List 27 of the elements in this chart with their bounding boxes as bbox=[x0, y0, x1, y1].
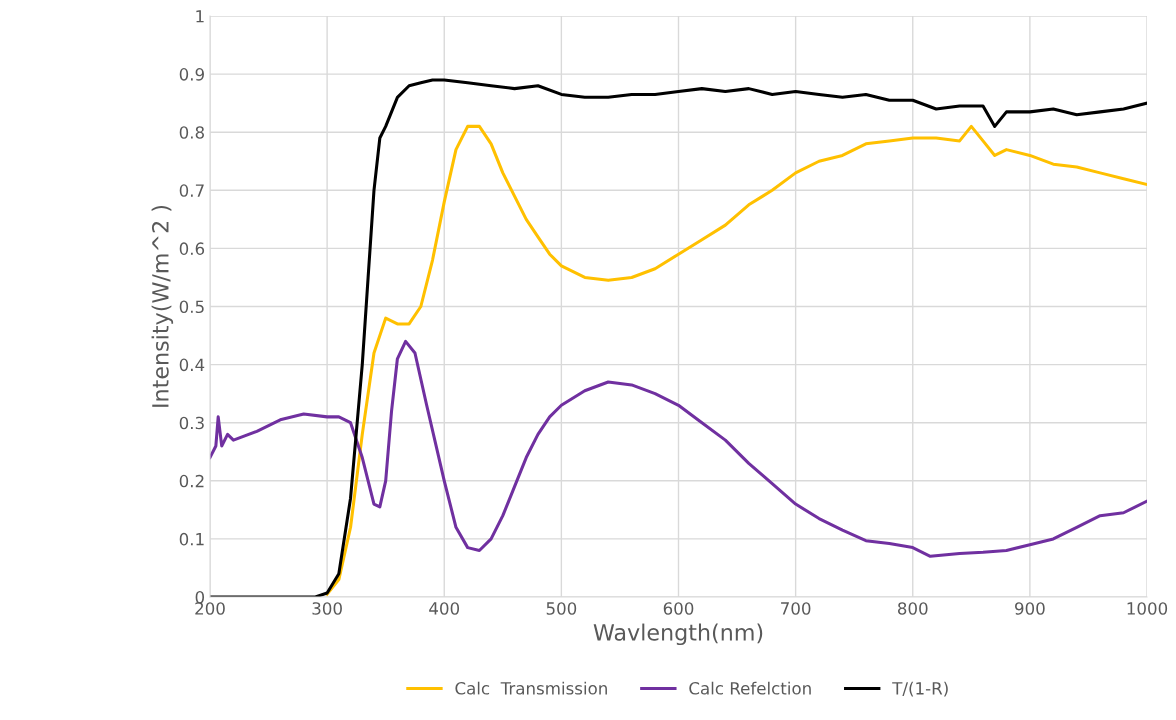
x-tick-label: 300 bbox=[312, 602, 342, 615]
legend-label: T/(1-R) bbox=[892, 681, 948, 697]
line-series bbox=[325, 124, 1147, 596]
y-tick-label: 0 bbox=[195, 590, 205, 604]
y-tick-label: 1 bbox=[196, 10, 204, 23]
legend-label: Calc Transmission bbox=[455, 681, 607, 695]
y-tick-label: 0.7 bbox=[179, 184, 204, 197]
x-tick-label: 800 bbox=[897, 602, 928, 615]
x-tick-label: 400 bbox=[429, 602, 460, 615]
y-tick-label: 0.4 bbox=[179, 358, 205, 372]
x-tick-label: 700 bbox=[781, 602, 811, 615]
y-tick-label: 0.1 bbox=[179, 532, 204, 546]
y-tick-label: 0.5 bbox=[179, 300, 204, 314]
y-tick-label: 0.3 bbox=[179, 416, 204, 430]
x-tick-label: 1000 bbox=[1127, 602, 1168, 615]
y-tick-label: 0.9 bbox=[179, 68, 204, 81]
x-tick-label: 900 bbox=[1015, 602, 1045, 615]
x-tick-label: 500 bbox=[546, 602, 577, 615]
y-tick-label: 0.2 bbox=[179, 474, 204, 488]
y-tick-label: 0.8 bbox=[179, 126, 204, 139]
y-tick-label: 0.6 bbox=[179, 242, 205, 255]
line-series bbox=[210, 339, 1147, 558]
x-tick-label: 600 bbox=[663, 602, 694, 615]
legend-label: Calc Refelction bbox=[689, 681, 811, 695]
x-tick-label: 200 bbox=[195, 602, 225, 615]
y-axis-title: Intensity(W/m^2 ) bbox=[151, 205, 174, 407]
x-axis-title: Wavlength(nm) bbox=[593, 623, 763, 646]
